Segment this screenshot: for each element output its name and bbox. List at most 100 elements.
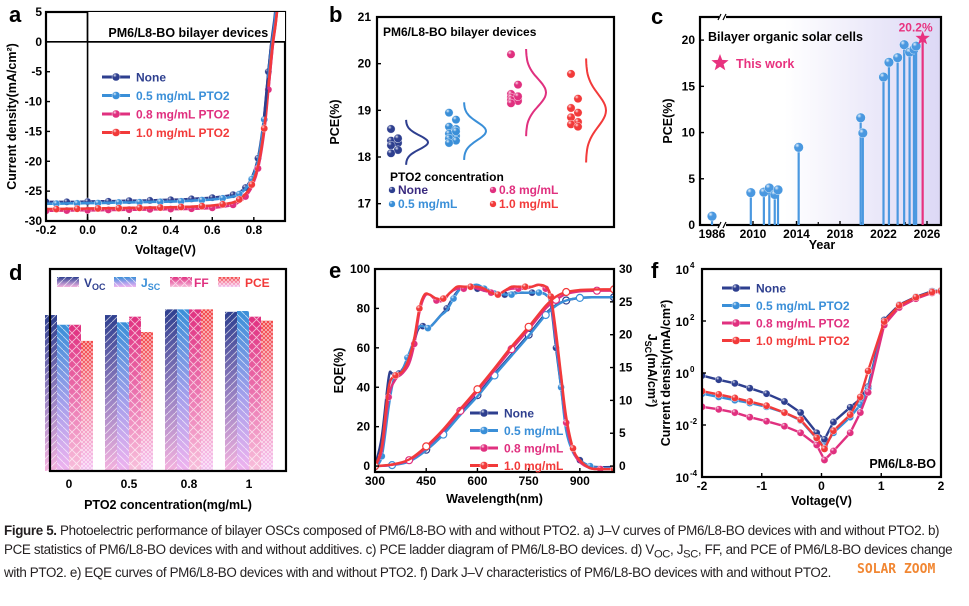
y2-tick-label: 0: [619, 459, 626, 473]
lollipop-head-shine: [707, 211, 717, 222]
dark-jv-point-c08-shine: [856, 408, 864, 417]
dark-jv-point-c10-shine: [820, 445, 829, 453]
eqe-curve-c10: [375, 283, 614, 471]
jv-point-c05-shine: [94, 199, 102, 207]
dark-jv-point-c10-shine: [928, 288, 936, 296]
bar-hatch-ff: [69, 324, 81, 471]
title-box: [87, 12, 285, 42]
pce-point-c08-shine: [506, 50, 516, 59]
plot-background: [700, 17, 941, 225]
distribution-curve-c08: [525, 48, 548, 137]
x-tick-label: 1986: [699, 227, 726, 241]
lollipop-head-shine: [899, 39, 909, 50]
bar-hatch-voc: [105, 315, 117, 471]
dark-jv-point-none-shine: [820, 435, 829, 443]
jv-point-c10-shine: [94, 204, 102, 213]
y-axis-label: PCE(%): [328, 99, 342, 144]
series-group: [375, 283, 614, 472]
legend-c10-label: 1.0 mg/mL PTO2: [756, 334, 850, 348]
dark-jv-point-c10-shine: [746, 397, 754, 406]
axis-break-mark: [717, 221, 722, 229]
y-tick-label: -10: [25, 95, 43, 109]
jv-point-c05-shine: [52, 200, 60, 208]
y-tick-label: 0: [35, 35, 42, 49]
legend-none-marker-shine: [480, 409, 488, 417]
dark-jv-curve-c10: [702, 289, 941, 452]
panel-c-pce-ladder: 0 5 10 15 20 PCE(%) 1986 2010 2014 2018 2022 2026 Ye…: [661, 13, 943, 252]
dark-jv-point-c10-shine: [856, 393, 864, 401]
pce-point-c10-shine: [566, 120, 576, 129]
bar-hatch-jsc: [117, 322, 129, 471]
x-tick-label: 300: [365, 474, 385, 488]
legend-c08-label: 0.8 mg/mL PTO2: [756, 317, 850, 331]
chart-title: PM6/L8-BO bilayer devices: [108, 26, 268, 40]
eqe-point-c05-shine: [450, 295, 458, 303]
y-axis-label: PCE(%): [661, 98, 675, 143]
jv-point-c10-shine: [219, 200, 227, 208]
x-tick-label: 2010: [740, 227, 767, 241]
dark-jv-point-c10-shine: [796, 416, 805, 424]
x-tick-label: 0.8: [181, 477, 198, 491]
dark-jv-point-none-shine: [796, 408, 805, 417]
bar-hatch-ff: [189, 309, 201, 471]
bar-hatch-ff: [249, 316, 261, 471]
legend-c10-marker-shine: [480, 461, 488, 470]
y-tick-label: 17: [358, 197, 372, 211]
this-work-value: 20.2%: [899, 20, 933, 34]
panel-label-b: b: [329, 2, 342, 27]
jv-point-c05-shine: [198, 196, 206, 204]
y-tick-label: 15: [682, 79, 696, 93]
eqe-point-c10-shine: [467, 283, 475, 291]
legend-c10-marker-shine: [732, 336, 740, 345]
pce-point-c05-shine: [444, 138, 454, 148]
panel-label-a: a: [9, 2, 22, 27]
bar-hatch-pce: [201, 309, 213, 471]
jsc-curve-c10: [375, 288, 614, 468]
legend-c08-label: 0.8 mg/mL: [504, 442, 563, 456]
bar-hatch-voc: [225, 311, 237, 471]
x-tick-label: -1: [756, 479, 767, 493]
legend-none-marker-shine: [732, 284, 740, 292]
dark-jv-point-c08-shine: [846, 429, 854, 437]
jv-point-c10-shine: [177, 203, 185, 211]
eqe-point-c10-shine: [415, 304, 423, 312]
y-axis-label: Current density(mA/cm²): [659, 300, 673, 447]
y-tick-label: 0: [688, 218, 695, 232]
legend-c08-marker-shine: [732, 319, 740, 327]
x-tick-label: 2: [938, 479, 945, 493]
pce-point-c10-shine: [573, 94, 583, 103]
series-group: [702, 286, 941, 464]
x-tick-label: 2018: [827, 227, 854, 241]
y-tick-label: 100: [350, 262, 370, 276]
x-tick-label: 0.5: [121, 477, 138, 491]
caption-text: Photoelectric performance of bilayer OSC…: [4, 523, 940, 557]
y-tick-exponent: 0: [690, 365, 695, 374]
axis-break-mark: [722, 221, 727, 229]
panel-d-frame: [48, 267, 288, 473]
dark-jv-point-c08-shine: [813, 441, 821, 449]
lollipop-head-shine: [858, 128, 868, 138]
x-tick-label: 750: [519, 474, 539, 488]
y-tick-label: 10: [676, 263, 690, 277]
y-tick-label: 20: [358, 57, 372, 71]
distribution-curve-c05: [463, 102, 488, 160]
bar-hatch-pce: [261, 320, 273, 471]
legend-none-label: None: [504, 407, 534, 421]
dark-jv-point-c10-shine: [880, 317, 888, 326]
dark-jv-point-c08-shine: [780, 422, 789, 430]
pce-point-c08-shine: [513, 80, 523, 89]
lollipop-head-shine: [884, 57, 894, 68]
eqe-point-c10-shine: [569, 444, 577, 452]
dark-jv-point-c08-shine: [715, 405, 723, 413]
legend-swatch-hatch: [218, 277, 240, 287]
legend-label-c08: 0.8 mg/mL: [499, 183, 558, 197]
axis-break-mark: [722, 13, 727, 21]
y2-axis-label: JSC(mA/cm²): [643, 334, 659, 408]
y-tick-label: -30: [25, 214, 43, 228]
dark-jv-point-none-shine: [715, 376, 723, 384]
legend-star-icon: [711, 54, 729, 71]
dark-jv-point-none-shine: [746, 384, 754, 392]
panel-label-c: c: [651, 4, 663, 29]
caption-tail: , FF, and PCE of PM6/L8-BO devices chang…: [4, 541, 953, 580]
jv-point-c10-shine: [115, 204, 123, 212]
